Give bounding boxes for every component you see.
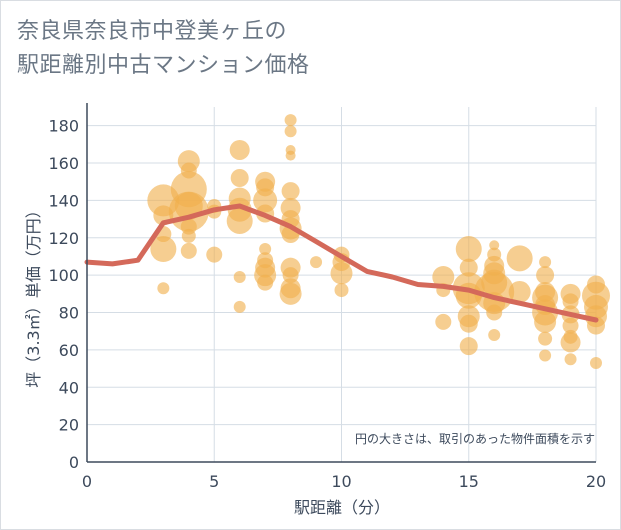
data-bubble	[310, 256, 323, 269]
data-bubble	[508, 280, 531, 303]
y-tick-label: 0	[69, 453, 79, 472]
title-line-2: 駅距離別中古マンション価格	[17, 53, 310, 78]
data-bubble	[562, 293, 579, 310]
data-bubble	[488, 328, 501, 341]
y-tick-label: 40	[59, 378, 79, 397]
data-bubble	[230, 169, 249, 187]
data-bubble	[432, 266, 455, 289]
data-bubble	[257, 274, 274, 291]
y-tick-label: 60	[59, 341, 79, 360]
data-bubble	[455, 236, 482, 262]
y-tick-label: 120	[48, 229, 79, 248]
data-bubble	[506, 245, 533, 272]
data-bubble	[560, 332, 581, 353]
x-tick-label: 15	[459, 472, 479, 491]
chart-title: 奈良県奈良市中登美ヶ丘の 駅距離別中古マンション価格	[17, 15, 310, 83]
data-bubble	[459, 337, 478, 356]
data-bubble	[539, 349, 552, 362]
data-bubble	[590, 356, 602, 369]
y-tick-label: 180	[48, 117, 79, 136]
data-bubble	[233, 271, 246, 284]
trend-line	[84, 203, 599, 323]
x-tick-label: 20	[586, 472, 606, 491]
data-bubble	[534, 310, 557, 333]
x-axis-label: 駅距離（分）	[294, 498, 390, 517]
data-bubble	[229, 139, 250, 160]
y-axis-label: 坪（3.3㎡）単価（万円）	[24, 202, 43, 387]
data-bubble	[259, 243, 272, 255]
data-bubble	[253, 188, 278, 213]
data-bubble	[435, 313, 452, 330]
data-bubble	[180, 242, 197, 259]
y-tick-label: 100	[48, 266, 79, 285]
data-bubble	[226, 207, 253, 234]
data-bubble	[486, 304, 503, 321]
data-bubble	[281, 182, 300, 201]
size-annotation: 円の大きさは、取引のあった物件面積を示す	[355, 431, 595, 446]
data-bubble	[538, 331, 553, 346]
data-bubble	[150, 236, 177, 262]
x-tick-label: 10	[331, 472, 351, 491]
y-tick-label: 20	[59, 416, 79, 435]
data-bubble	[233, 300, 246, 313]
data-bubble	[284, 125, 297, 138]
data-bubble	[564, 353, 577, 366]
y-tick-label: 140	[48, 191, 79, 210]
axes: 0 20 40 60 80 100 120 140 160 180 0 5 10 15 20	[48, 103, 606, 491]
data-bubble	[181, 228, 196, 243]
data-bubble	[459, 314, 478, 333]
data-bubble	[279, 282, 302, 305]
data-bubble	[562, 317, 579, 334]
data-bubble	[157, 282, 170, 295]
data-bubble	[536, 266, 555, 285]
data-bubble	[459, 258, 478, 277]
title-line-1: 奈良県奈良市中登美ヶ丘の	[17, 19, 288, 44]
data-bubble	[489, 240, 500, 251]
data-bubble	[284, 114, 297, 127]
data-bubble	[206, 246, 223, 263]
y-tick-label: 80	[59, 304, 79, 323]
x-tick-label: 0	[82, 472, 92, 491]
data-bubble	[539, 256, 552, 269]
data-bubble	[330, 262, 353, 285]
data-bubble	[285, 150, 296, 161]
bubbles	[147, 114, 610, 369]
y-tick-label: 160	[48, 154, 79, 173]
x-tick-label: 5	[209, 472, 219, 491]
data-bubble	[334, 283, 349, 298]
